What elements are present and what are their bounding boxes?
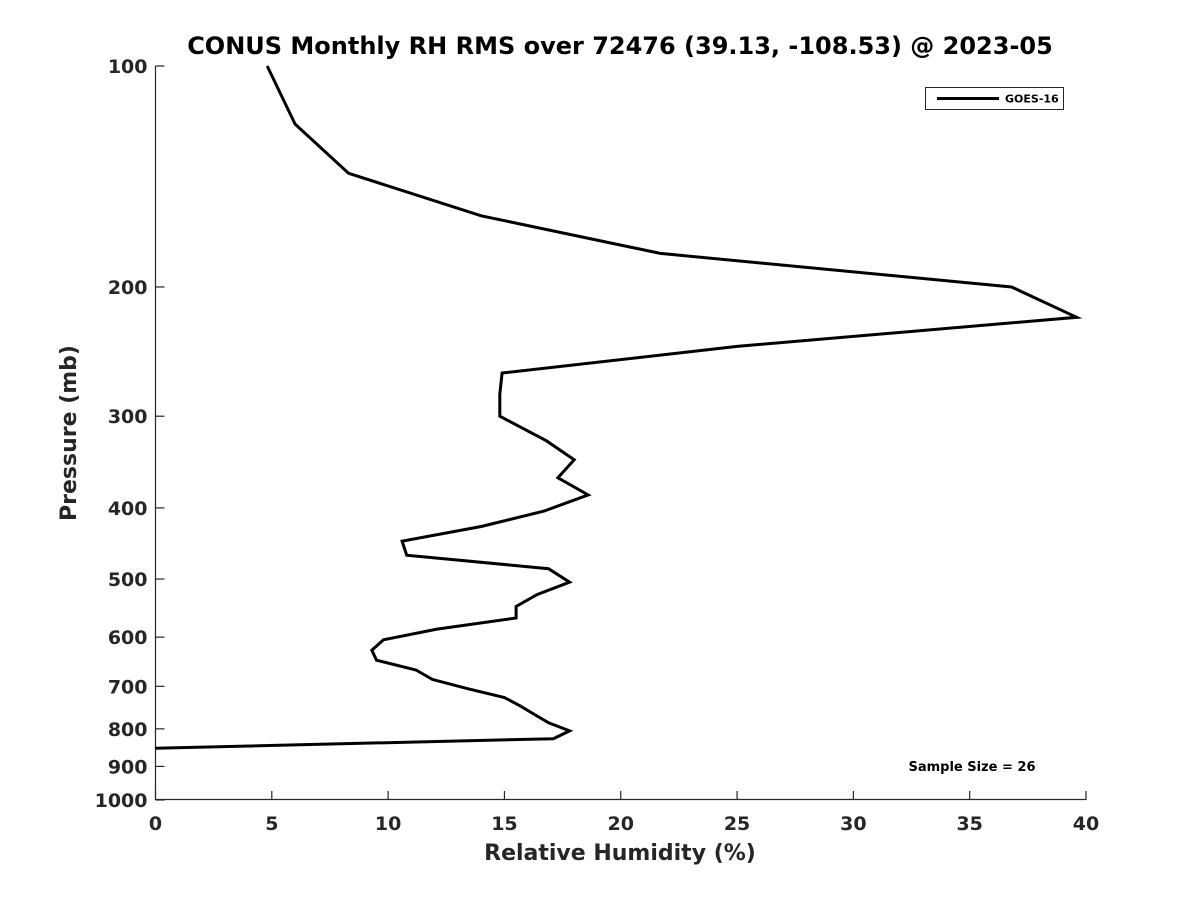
x-tick-label: 25 bbox=[724, 813, 750, 835]
y-tick-label: 800 bbox=[108, 719, 148, 741]
y-tick-label: 900 bbox=[108, 756, 148, 778]
x-tick-label: 35 bbox=[956, 813, 982, 835]
series-layer bbox=[155, 65, 1083, 750]
y-tick-label: 400 bbox=[108, 498, 148, 520]
y-tick-label: 1000 bbox=[95, 790, 148, 812]
y-tick-label: 300 bbox=[108, 406, 148, 428]
x-tick-label: 0 bbox=[149, 813, 162, 835]
y-tick-label: 100 bbox=[108, 56, 148, 78]
y-tick-label: 500 bbox=[108, 569, 148, 591]
chart-title: CONUS Monthly RH RMS over 72476 (39.13, … bbox=[187, 32, 1053, 60]
y-tick-label: 700 bbox=[108, 676, 148, 698]
y-ticks: 100 200 300 400 500 600 700 800 900 1000 bbox=[95, 56, 165, 812]
series-line-goes-16 bbox=[155, 65, 1083, 750]
x-tick-label: 20 bbox=[608, 813, 634, 835]
axes bbox=[154, 66, 1086, 801]
sample-size-annotation: Sample Size = 26 bbox=[908, 760, 1035, 775]
legend-label-goes16: GOES-16 bbox=[1005, 93, 1059, 106]
y-tick-label: 200 bbox=[108, 277, 148, 299]
x-ticks: 0 5 10 15 20 25 30 35 40 bbox=[149, 791, 1099, 835]
y-axis-label: Pressure (mb) bbox=[57, 345, 82, 521]
x-tick-label: 30 bbox=[840, 813, 866, 835]
x-axis-label: Relative Humidity (%) bbox=[484, 841, 756, 866]
y-tick-label: 600 bbox=[108, 627, 148, 649]
x-tick-label: 40 bbox=[1073, 813, 1099, 835]
x-tick-label: 15 bbox=[491, 813, 517, 835]
x-tick-label: 10 bbox=[375, 813, 401, 835]
x-tick-label: 5 bbox=[265, 813, 278, 835]
legend: GOES-16 bbox=[925, 87, 1064, 110]
